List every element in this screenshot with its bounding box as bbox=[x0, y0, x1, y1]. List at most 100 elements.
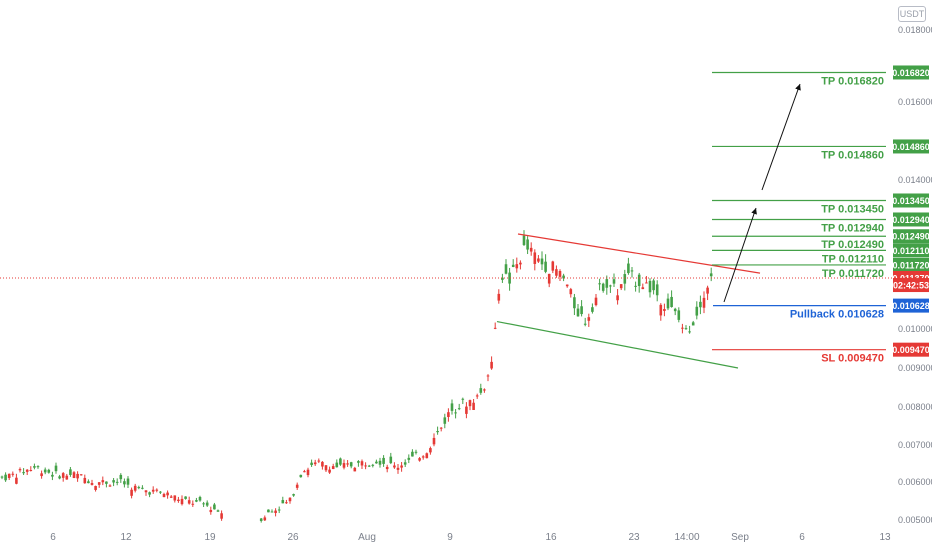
candle-body bbox=[101, 480, 105, 483]
candle-body bbox=[418, 458, 421, 461]
level-label: SL 0.009470 bbox=[821, 353, 884, 365]
candle-body bbox=[321, 461, 324, 467]
price-badge: 0.012110 bbox=[892, 243, 930, 258]
currency-badge[interactable]: USDT bbox=[898, 6, 926, 22]
candle-body bbox=[47, 469, 51, 473]
candle-body bbox=[540, 258, 544, 265]
candle-body bbox=[591, 307, 594, 312]
candle-body bbox=[623, 274, 627, 284]
candle-body bbox=[36, 466, 40, 468]
candle-body bbox=[295, 484, 299, 488]
candle-body bbox=[414, 451, 418, 453]
candle-body bbox=[349, 462, 353, 467]
candle-body bbox=[407, 457, 411, 460]
candle-body bbox=[526, 239, 529, 250]
candle-body bbox=[40, 473, 43, 477]
price-badge: 02:42:53 bbox=[893, 278, 929, 293]
candle-body bbox=[681, 327, 684, 329]
candle-body bbox=[533, 252, 537, 264]
candle-body bbox=[105, 481, 108, 484]
candle-body bbox=[655, 284, 659, 296]
candle-body bbox=[303, 471, 306, 473]
candle-body bbox=[151, 489, 155, 492]
price-badge: 0.011720 bbox=[892, 257, 930, 272]
candle-body bbox=[555, 269, 558, 276]
candle-body bbox=[371, 464, 375, 466]
candle-body bbox=[403, 462, 407, 465]
candle-body bbox=[630, 270, 634, 272]
candle-body bbox=[324, 465, 328, 471]
time-tick: 23 bbox=[628, 532, 640, 543]
candle-body bbox=[688, 331, 691, 333]
candle-body bbox=[475, 395, 479, 397]
candle-body bbox=[616, 295, 619, 301]
candle-body bbox=[396, 467, 400, 470]
time-tick: 12 bbox=[120, 532, 132, 543]
candle-body bbox=[612, 279, 616, 284]
candle-body bbox=[461, 398, 465, 400]
candle-body bbox=[25, 469, 29, 472]
candle-body bbox=[479, 388, 483, 393]
price-badge-text: 0.012940 bbox=[892, 215, 930, 225]
candle-body bbox=[367, 465, 371, 467]
candle-body bbox=[281, 500, 285, 504]
candle-body bbox=[292, 494, 295, 496]
candle-body bbox=[177, 499, 180, 502]
candle-body bbox=[213, 504, 216, 510]
price-badge-bg bbox=[893, 243, 929, 258]
candle-body bbox=[378, 460, 382, 465]
candle-body bbox=[7, 473, 11, 478]
level-label: TP 0.016820 bbox=[821, 75, 884, 87]
arrows-layer bbox=[723, 83, 801, 303]
candle-body bbox=[209, 509, 213, 513]
price-badge: 0.014860 bbox=[892, 139, 930, 154]
candle-body bbox=[126, 478, 130, 485]
candle-body bbox=[619, 284, 623, 289]
candle-body bbox=[65, 475, 69, 480]
candle-body bbox=[259, 518, 263, 521]
candle-body bbox=[115, 481, 119, 483]
candle-body bbox=[18, 469, 22, 471]
candle-body bbox=[216, 510, 220, 512]
candle-body bbox=[364, 465, 367, 467]
candle-body bbox=[605, 279, 609, 288]
candle-body bbox=[33, 466, 36, 468]
candle-body bbox=[411, 451, 414, 457]
candle-body bbox=[511, 264, 515, 267]
candle-body bbox=[472, 402, 475, 410]
time-tick: 16 bbox=[545, 532, 557, 543]
candle-body bbox=[0, 476, 4, 478]
level-label: TP 0.012110 bbox=[822, 253, 884, 265]
time-tick: Sep bbox=[731, 532, 749, 543]
time-tick: 6 bbox=[50, 532, 56, 543]
candle-body bbox=[515, 264, 519, 269]
candle-body bbox=[504, 264, 508, 274]
candle-body bbox=[425, 453, 429, 459]
candle-body bbox=[677, 310, 681, 320]
candle-body bbox=[493, 327, 497, 329]
price-badge-bg bbox=[893, 342, 929, 357]
candle-body bbox=[342, 463, 346, 468]
level-label: TP 0.012940 bbox=[821, 222, 884, 234]
price-tick: 0.006000 bbox=[898, 477, 932, 487]
candle-body bbox=[353, 467, 357, 472]
candle-body bbox=[108, 485, 112, 487]
candle-body bbox=[130, 489, 133, 496]
price-badge-text: 02:42:53 bbox=[893, 281, 929, 291]
candle-body bbox=[346, 463, 349, 465]
price-badge-bg bbox=[893, 65, 929, 80]
candle-body bbox=[357, 461, 360, 463]
candle-body bbox=[641, 287, 645, 290]
price-badge: 0.010628 bbox=[892, 298, 930, 313]
candle-body bbox=[76, 473, 79, 479]
price-badge: 0.009470 bbox=[892, 342, 930, 357]
price-badge: 0.013450 bbox=[892, 193, 930, 208]
candle-body bbox=[709, 273, 713, 277]
candle-body bbox=[173, 495, 177, 501]
level-label: Pullback 0.010628 bbox=[790, 309, 884, 321]
candle-body bbox=[483, 389, 486, 391]
level-label: TP 0.013450 bbox=[821, 203, 884, 215]
candle-body bbox=[429, 448, 432, 453]
